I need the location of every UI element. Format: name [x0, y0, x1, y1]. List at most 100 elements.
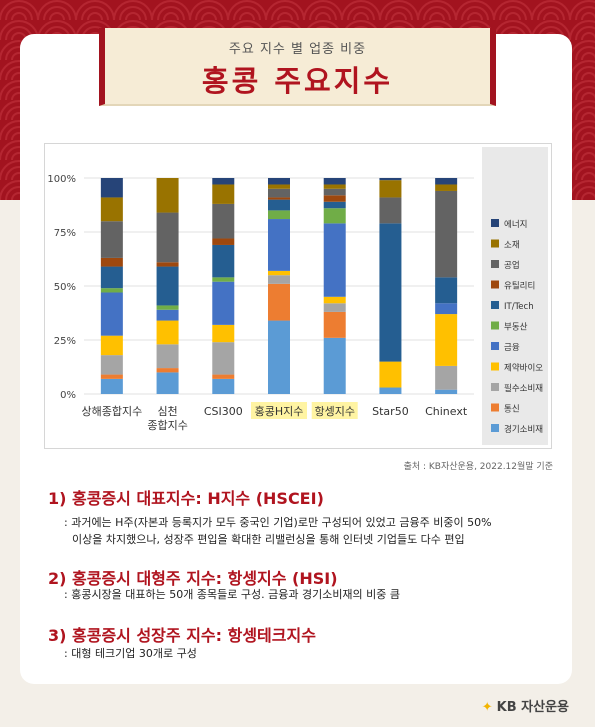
- legend-swatch: [491, 239, 499, 248]
- legend-swatch: [491, 321, 499, 330]
- bar-segment: [435, 178, 458, 185]
- bar-segment: [323, 223, 346, 297]
- x-tick-label: 심천: [157, 404, 177, 418]
- bar-segment: [212, 374, 235, 379]
- x-tick-label: 항셍지수: [314, 405, 354, 418]
- bar-segment: [100, 288, 123, 293]
- y-tick-label: 75%: [54, 228, 76, 239]
- bar-segment: [156, 212, 179, 263]
- bar-segment: [268, 219, 290, 271]
- bar-segment: [100, 374, 123, 379]
- bar-segment: [379, 223, 402, 362]
- section-2-desc: : 홍콩시장을 대표하는 50개 종목들로 구성. 금융과 경기소비재의 비중 …: [64, 586, 544, 603]
- bar-segment: [212, 277, 235, 282]
- bar-segment: [268, 188, 290, 198]
- section-2-line-1: : 홍콩시장을 대표하는 50개 종목들로 구성. 금융과 경기소비재의 비중 …: [64, 588, 401, 601]
- bar-segment: [100, 335, 123, 356]
- legend-swatch: [491, 280, 499, 289]
- legend-label: 소재: [504, 241, 520, 251]
- legend-panel: [482, 147, 548, 445]
- section-1-line-1: : 과거에는 H주(자본과 등록지가 모두 중국인 기업)로만 구성되어 있었고…: [64, 516, 492, 529]
- bar-segment: [435, 184, 458, 191]
- legend-label: 통신: [504, 405, 520, 415]
- bar-segment: [156, 344, 179, 369]
- bar-segment: [100, 197, 123, 222]
- section-3-line-1: : 대형 테크기업 30개로 구성: [64, 647, 197, 660]
- bar-segment: [323, 195, 346, 202]
- section-1-desc: : 과거에는 H주(자본과 등록지가 모두 중국인 기업)로만 구성되어 있었고…: [64, 514, 544, 548]
- bar-segment: [212, 342, 235, 375]
- bar-segment: [212, 244, 235, 278]
- bar-segment: [212, 324, 235, 343]
- bar-segment: [268, 184, 290, 189]
- bar-segment: [268, 197, 290, 200]
- bar-segment: [156, 372, 179, 394]
- x-tick-label: 상해종합지수: [81, 404, 142, 418]
- legend-label: 경기소비재: [504, 424, 543, 435]
- bar-segment: [323, 337, 346, 394]
- legend-label: 제약바이오: [504, 363, 543, 374]
- bar-segment: [435, 365, 458, 390]
- bar-segment: [212, 238, 235, 245]
- legend-swatch: [491, 342, 499, 350]
- bar-segment: [156, 309, 179, 321]
- y-tick-label: 100%: [47, 174, 76, 185]
- x-tick-label: Star50: [372, 405, 409, 418]
- bar-segment: [212, 378, 235, 394]
- bar-segment: [435, 277, 458, 304]
- legend-swatch: [491, 219, 499, 227]
- y-tick-label: 50%: [54, 282, 76, 293]
- bar-segment: [156, 262, 179, 267]
- logo-text: KB 자산운용: [496, 700, 569, 715]
- bar-segment: [323, 303, 346, 312]
- bar-segment: [268, 210, 290, 220]
- bar-segment: [268, 199, 290, 211]
- x-tick-label: 종합지수: [147, 419, 187, 432]
- section-3-desc: : 대형 테크기업 30개로 구성: [64, 645, 544, 662]
- bar-segment: [212, 203, 235, 239]
- bar-segment: [323, 201, 346, 209]
- chart-frame: [44, 143, 552, 449]
- bar-segment: [100, 257, 123, 267]
- bar-segment: [379, 178, 402, 181]
- bar-segment: [156, 320, 179, 345]
- legend-swatch: [491, 362, 499, 371]
- section-1-title: 1) 홍콩증시 대표지수: H지수 (HSCEI): [48, 489, 324, 508]
- bar-segment: [435, 389, 458, 394]
- bar-segment: [212, 281, 235, 325]
- bar-segment: [268, 275, 290, 284]
- legend-swatch: [491, 260, 499, 268]
- bar-segment: [212, 184, 235, 204]
- legend-label: IT/Tech: [504, 302, 534, 312]
- bar-segment: [100, 178, 123, 198]
- bar-segment: [268, 178, 290, 185]
- bar-segment: [156, 305, 179, 310]
- x-tick-label: 홍콩H지수: [255, 404, 304, 418]
- category-highlight: [251, 402, 307, 419]
- bar-segment: [156, 178, 179, 213]
- bar-segment: [379, 180, 402, 198]
- bar-segment: [379, 361, 402, 388]
- bar-segment: [323, 311, 346, 338]
- bar-segment: [323, 208, 346, 224]
- x-tick-label: CSI300: [204, 405, 243, 418]
- category-highlight: [311, 402, 358, 419]
- bar-segment: [100, 221, 123, 258]
- legend-swatch: [491, 301, 499, 309]
- legend-label: 부동산: [504, 322, 528, 333]
- kb-star-icon: ✦: [481, 700, 493, 715]
- bar-segment: [156, 368, 179, 373]
- header-subtitle: 주요 지수 별 업종 비중: [228, 42, 367, 57]
- bar-segment: [156, 266, 179, 306]
- bar-segment: [100, 292, 123, 336]
- legend-swatch: [491, 403, 499, 412]
- legend-swatch: [491, 424, 499, 432]
- bar-segment: [100, 266, 123, 289]
- y-tick-label: 0%: [60, 390, 76, 401]
- bar-segment: [268, 320, 290, 394]
- y-tick-label: 25%: [54, 336, 76, 347]
- bar-segment: [323, 184, 346, 189]
- bar-segment: [435, 314, 458, 366]
- bar-segment: [268, 283, 290, 321]
